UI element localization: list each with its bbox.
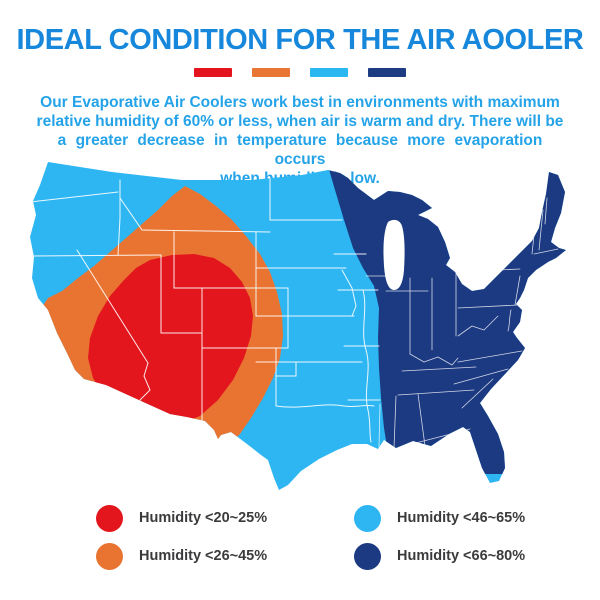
- legend-dot-orange: [96, 543, 123, 570]
- intro-line-1: Our Evaporative Air Coolers work best in…: [40, 94, 560, 111]
- usa-map-svg: [30, 162, 566, 490]
- intro-paragraph: Our Evaporative Air Coolers work best in…: [28, 93, 572, 188]
- divider-dash-navy: [368, 68, 406, 77]
- legend-dot-red: [96, 505, 123, 532]
- legend-label: Humidity <46~65%: [397, 510, 526, 526]
- lake-michigan: [383, 219, 405, 290]
- legend-label: Humidity <20~25%: [139, 510, 268, 526]
- legend-dot-navy: [354, 543, 381, 570]
- legend-label: Humidity <66~80%: [397, 548, 526, 564]
- divider-dash-orange: [252, 68, 290, 77]
- usa-humidity-map: [22, 158, 578, 494]
- divider-dash-red: [194, 68, 232, 77]
- title-divider-dashes: [0, 68, 600, 78]
- legend-dot-lightblue: [354, 505, 381, 532]
- state-borders-east: [365, 197, 559, 449]
- state-borders-west: [30, 166, 381, 443]
- map-region-red: [88, 254, 253, 426]
- intro-line-2: relative humidity of 60% or less, when a…: [36, 113, 564, 130]
- divider-dash-lightblue: [310, 68, 348, 77]
- intro-line-3: a greater decrease in temperature becaus…: [57, 132, 543, 168]
- legend-label: Humidity <26~45%: [139, 548, 268, 564]
- page-title: IDEAL CONDITION FOR THE AIR AOOLER: [16, 24, 584, 56]
